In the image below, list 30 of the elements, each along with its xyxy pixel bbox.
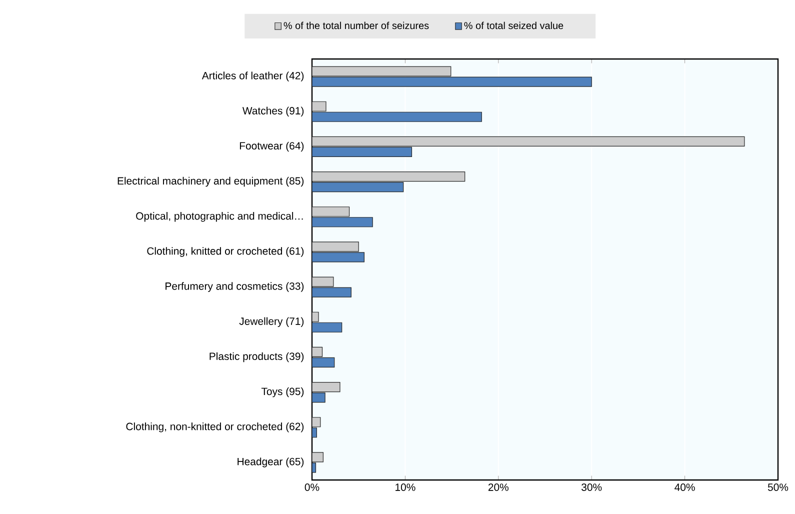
y-tick-label: Headgear (65) [238,458,304,468]
bar [312,171,466,182]
bar [312,182,404,192]
x-tick-label: 40% [674,484,695,491]
y-tick-label: Jewellery (71) [239,317,304,328]
y-tick-label: Perfumery and cosmetics (33) [166,282,304,292]
bar [312,217,373,228]
legend-label: % of the total number of seizures [284,22,429,30]
y-tick-label: Clothing, non-knitted or crocheted (62) [126,422,304,432]
bar [312,136,745,147]
bar [312,112,482,122]
x-tick-label: 10% [396,484,416,491]
x-tick-label: 20% [488,484,508,491]
x-tick-label: 30% [582,484,602,491]
bar [312,357,335,368]
x-tick-label: 0% [304,484,320,491]
x-tick-label: 50% [768,484,788,491]
legend-label: % of total seized value [464,22,564,30]
y-tick-label: Footwear (64) [240,142,304,152]
y-tick-label: Articles of leather (42) [202,72,304,82]
bar [312,322,342,332]
y-tick-label: Optical, photographic and medical… [136,212,303,222]
y-tick-label: Clothing, knitted or crocheted (61) [147,247,304,257]
y-tick-label: Electrical machinery and equipment (85) [118,176,304,187]
bar [312,382,340,392]
y-tick-label: Plastic products (39) [210,352,304,362]
y-tick-label: Toys (95) [261,387,304,398]
y-tick-label: Watches (91) [242,106,304,117]
bar [312,206,350,217]
bar [312,146,412,158]
